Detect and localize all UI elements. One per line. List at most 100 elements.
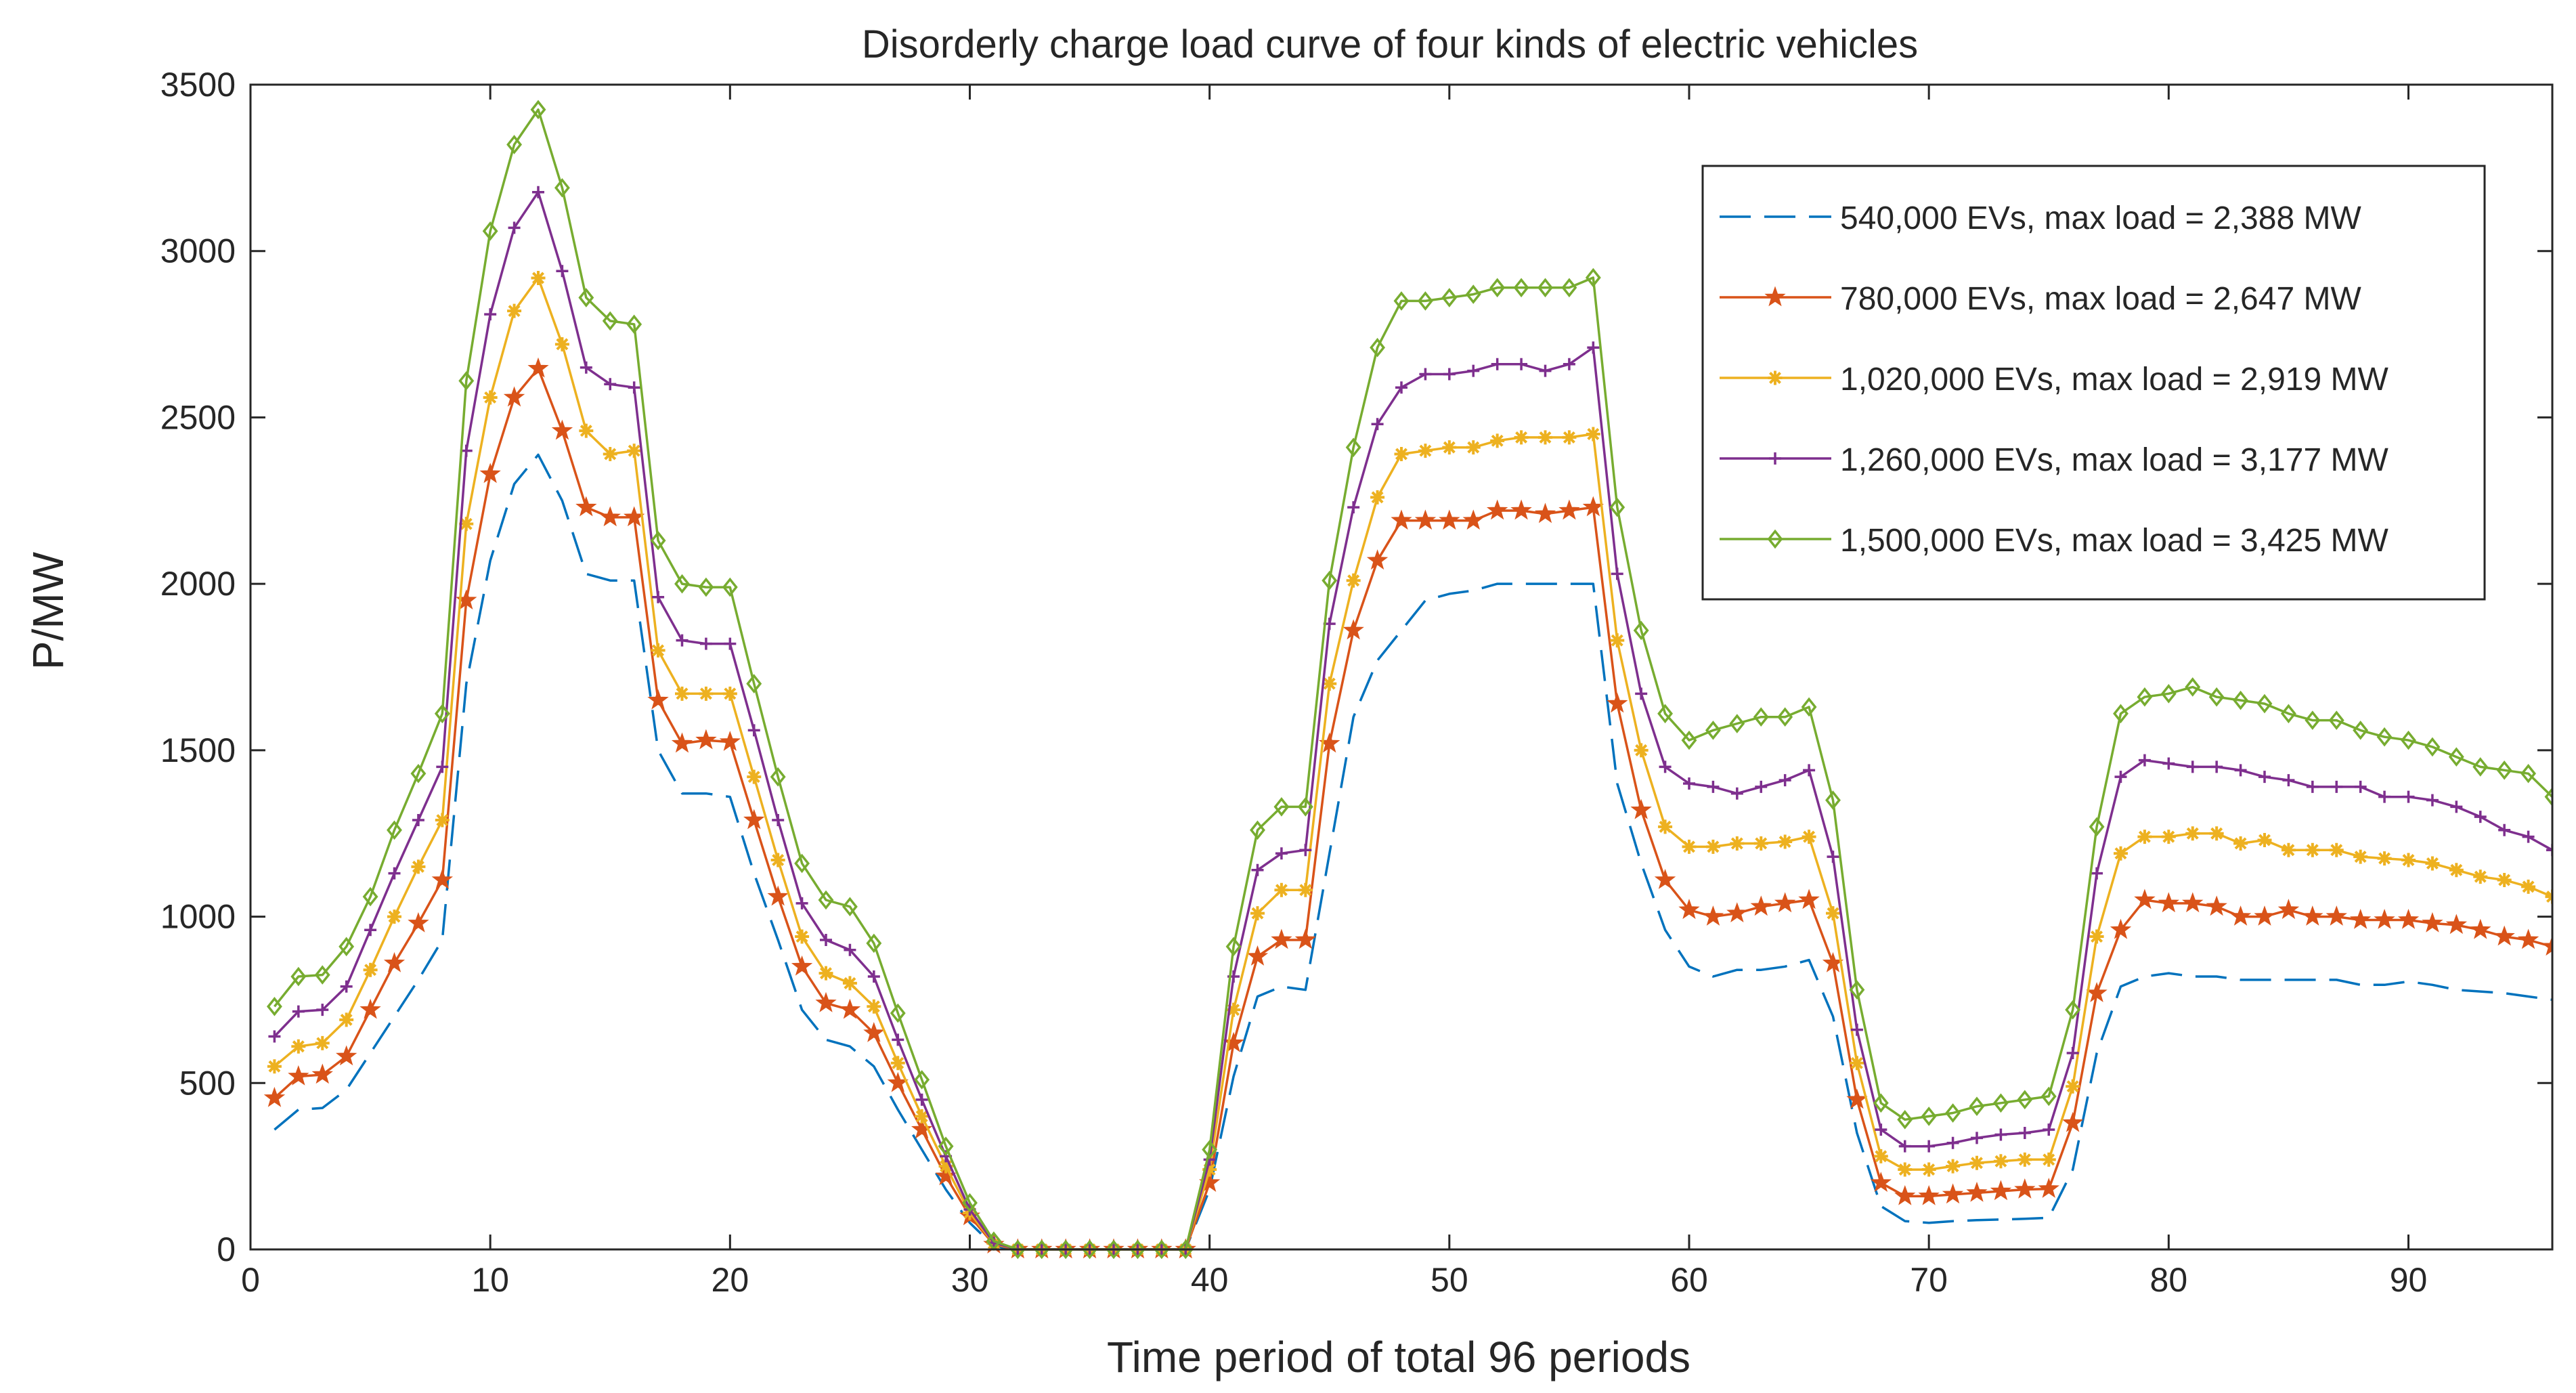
series-3-point-58 [1634, 743, 1649, 758]
series-3-point-17 [651, 643, 665, 658]
series-4-point-61 [1707, 780, 1720, 793]
series-3-point-79 [2137, 830, 2152, 844]
y-tick-label-3000: 3000 [160, 232, 236, 270]
series-3-point-28 [915, 1109, 930, 1123]
x-tick-label-80: 80 [2150, 1261, 2188, 1299]
series-2-point-96 [2541, 935, 2552, 956]
series-3-point-23 [795, 929, 810, 944]
series-4-point-78 [2114, 771, 2127, 784]
series-5-point-73 [1992, 1093, 2009, 1113]
legend-marker-2 [1764, 286, 1786, 307]
series-5-point-25 [842, 897, 858, 917]
series-4-point-27 [892, 1033, 904, 1046]
series-5-point-77 [2089, 817, 2105, 837]
series-2-point-17 [647, 689, 669, 710]
series-5-point-94 [2496, 760, 2512, 780]
series-4-point-26 [867, 970, 880, 983]
x-tick-label-0: 0 [241, 1261, 260, 1299]
series-5-point-83 [2233, 690, 2249, 710]
series-5-point-85 [2280, 704, 2296, 724]
series-3-point-61 [1705, 839, 1720, 854]
series-5-point-92 [2448, 747, 2464, 767]
x-tick-label-20: 20 [712, 1261, 749, 1299]
series-4-point-64 [1778, 774, 1791, 787]
series-4-point-57 [1611, 567, 1623, 580]
series-3-point-11 [507, 303, 522, 318]
series-5-point-44 [1297, 797, 1313, 817]
series-5-point-17 [650, 530, 666, 551]
series-1-line [274, 453, 2552, 1251]
series-2-point-13 [551, 419, 573, 440]
series-5-point-42 [1250, 820, 1265, 840]
series-5-point-72 [1969, 1096, 1985, 1116]
series-2-point-8 [431, 869, 454, 889]
series-3-point-93 [2473, 870, 2488, 884]
series-3-point-29 [938, 1159, 953, 1174]
series-2-point-54 [1534, 502, 1556, 523]
series-5-point-34 [1057, 1239, 1074, 1260]
series-5-point-9 [458, 371, 475, 391]
series-2-point-75 [2038, 1178, 2059, 1198]
series-5-point-88 [2353, 721, 2369, 740]
series-3-point-10 [483, 390, 498, 405]
series-3-point-80 [2161, 830, 2176, 844]
series-5-point-59 [1657, 704, 1674, 724]
series-2-point-6 [383, 951, 406, 972]
series-2-point-25 [839, 998, 861, 1019]
series-5-point-95 [2520, 763, 2537, 784]
series-4-point-55 [1563, 358, 1575, 370]
series-3-point-84 [2257, 833, 2272, 848]
series-4-point-42 [1251, 863, 1264, 876]
series-5-point-29 [938, 1136, 954, 1156]
series-4-point-85 [2282, 774, 2295, 787]
series-4-point-20 [724, 637, 737, 650]
series-5-point-38 [1154, 1239, 1170, 1260]
series-5-point-60 [1681, 730, 1697, 750]
series-5-point-89 [2376, 727, 2393, 747]
series-3-point-89 [2377, 851, 2392, 866]
series-4-point-82 [2210, 760, 2223, 773]
series-4-point-92 [2450, 800, 2463, 813]
series-4-point-83 [2234, 764, 2247, 777]
series-5-point-30 [962, 1193, 978, 1213]
series-3-point-78 [2114, 846, 2128, 861]
series-3-point-69 [1898, 1162, 1913, 1177]
series-3-point-9 [459, 517, 474, 532]
legend-box [1701, 165, 2486, 601]
x-tick-label-70: 70 [1910, 1261, 1948, 1299]
series-5-point-39 [1177, 1239, 1194, 1260]
series-2 [263, 357, 2552, 1259]
series-5-point-11 [506, 135, 523, 154]
series-4-point-16 [628, 381, 640, 394]
chart-title: Disorderly charge load curve of four kin… [862, 22, 1918, 66]
series-2-point-48 [1391, 509, 1412, 530]
series-5-point-63 [1753, 707, 1769, 727]
series-5-point-5 [362, 886, 378, 907]
series-3-point-46 [1346, 573, 1361, 588]
series-5-point-15 [602, 311, 618, 331]
series-5-point-14 [578, 288, 594, 307]
series-2-point-91 [2422, 912, 2443, 933]
series-3-point-24 [818, 966, 833, 981]
series-2-point-10 [479, 463, 501, 484]
series-3-point-15 [603, 446, 617, 461]
series-4-point-91 [2426, 794, 2439, 807]
series-5-point-96 [2544, 787, 2552, 807]
y-tick-label-3500: 3500 [160, 66, 236, 104]
series-4-point-60 [1683, 777, 1695, 790]
series-4-point-10 [484, 308, 497, 321]
series-4-point-93 [2474, 811, 2487, 823]
series-2-point-90 [2397, 909, 2420, 929]
series-2-point-26 [863, 1022, 885, 1042]
series-5-point-81 [2185, 677, 2201, 697]
series-2-point-70 [1918, 1184, 1940, 1205]
series-4-point-13 [556, 265, 569, 278]
series-5-point-51 [1465, 284, 1481, 304]
series-4-point-63 [1755, 780, 1768, 793]
series-4-point-7 [412, 814, 424, 827]
series-2-point-4 [335, 1045, 357, 1066]
series-3-point-62 [1730, 836, 1745, 851]
series-2-point-67 [1846, 1088, 1868, 1109]
series-2-point-44 [1294, 928, 1317, 949]
